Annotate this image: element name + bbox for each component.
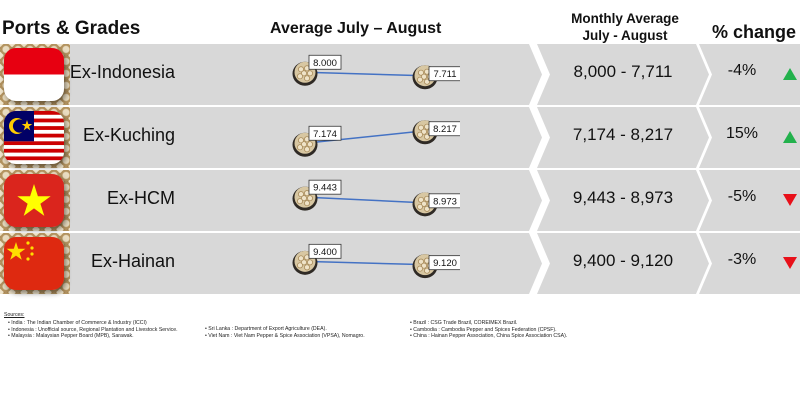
mini-line-chart: 8.000 7.711 (292, 54, 460, 90)
pct-change-value: 15% (725, 125, 759, 142)
series-line (304, 196, 426, 204)
table-row: Ex-Hainan 9,400 - 9,120 -3% 9.400 9.120 (0, 233, 800, 294)
data-label: 9.400 (308, 243, 342, 259)
data-label-text: 7.711 (433, 69, 456, 80)
monthly-range: 9,443 - 8,973 (572, 188, 674, 207)
vietnam-flag (4, 174, 64, 227)
pct-change-value: -5% (727, 188, 757, 205)
row-band-average (170, 233, 542, 294)
header-ports-grades: Ports & Grades (2, 18, 141, 39)
row-band-monthly (537, 44, 709, 105)
series-line (304, 260, 426, 266)
china-flag (4, 237, 64, 290)
data-label: 7.174 (308, 125, 342, 141)
data-label-text: 9.400 (313, 247, 337, 258)
source-item: Sri Lanka : Department of Export Agricul… (205, 326, 365, 333)
row-band-pct (699, 107, 800, 168)
row-band-average (170, 44, 542, 105)
sources-column-3: Brazil : CSG Trade Brazil, COREIMEX Braz… (410, 320, 567, 340)
source-item: Viet Nam : Viet Nam Pepper & Spice Assoc… (205, 333, 364, 340)
monthly-range: 9,400 - 9,120 (572, 251, 674, 270)
data-label: 8.973 (428, 193, 460, 209)
data-label: 9.120 (428, 255, 460, 271)
series-line (304, 71, 426, 77)
row-band-monthly (537, 233, 709, 294)
sources-column-1: India : The Indian Chamber of Commerce &… (8, 320, 178, 340)
data-label: 8.000 (308, 54, 342, 70)
triangle-up-icon (783, 131, 797, 143)
triangle-up-icon (783, 68, 797, 80)
pct-change-value: -4% (727, 62, 757, 79)
sources: Sources: (4, 312, 24, 319)
source-item: Indonesia : Unofficial source, Regional … (8, 327, 177, 334)
table-row: Ex-HCM 9,443 - 8,973 -5% 9.443 8.973 (0, 170, 800, 231)
header-pct-change: % change (712, 22, 797, 42)
sources-column-2: Sri Lanka : Department of Export Agricul… (205, 326, 365, 340)
port-label: Ex-HCM (107, 188, 175, 208)
data-label-text: 9.120 (433, 258, 457, 269)
data-label-text: 8.217 (433, 124, 457, 135)
source-item: India : The Indian Chamber of Commerce &… (8, 320, 178, 327)
header-average: Average July – August (270, 20, 442, 37)
source-item: Brazil : CSG Trade Brazil, COREIMEX Braz… (410, 320, 567, 327)
table-row: Ex-Kuching 7,174 - 8,217 15% 7.174 8.217 (0, 107, 800, 168)
data-label-text: 9.443 (313, 183, 337, 194)
mini-line-chart: 9.443 8.973 (292, 179, 460, 217)
port-label: Ex-Kuching (82, 125, 175, 145)
mini-line-chart: 9.400 9.120 (292, 243, 460, 279)
row-band-average (170, 170, 542, 231)
header-monthly-line2: July - August (582, 28, 668, 43)
triangle-down-icon (783, 257, 797, 269)
row-band-pct (699, 44, 800, 105)
data-label: 8.217 (428, 121, 460, 137)
source-item: Cambodia : Cambodia Pepper and Spices Fe… (410, 327, 567, 334)
pct-change-value: -3% (727, 251, 757, 268)
port-label: Ex-Hainan (90, 251, 175, 271)
data-label-text: 7.174 (313, 129, 337, 140)
series-line (304, 129, 426, 145)
source-item: Malaysia : Malaysian Pepper Board (MPB),… (8, 333, 178, 340)
table-row: Ex-Indonesia 8,000 - 7,711 -4% 8.000 7.711 (0, 44, 800, 105)
row-band-pct (699, 170, 800, 231)
source-item: China : Hainan Pepper Association, China… (410, 333, 567, 340)
malaysia-flag (4, 111, 64, 164)
mini-line-chart: 7.174 8.217 (292, 120, 460, 157)
triangle-down-icon (783, 194, 797, 206)
data-label-text: 8.973 (433, 196, 457, 207)
row-band-pct (699, 233, 800, 294)
header-monthly-average: Monthly Average July - August (550, 10, 700, 44)
indonesia-flag (4, 48, 64, 101)
data-label-text: 8.000 (313, 58, 337, 69)
data-label: 9.443 (308, 179, 342, 195)
row-band-monthly (537, 170, 709, 231)
data-label: 7.711 (428, 66, 460, 82)
row-band-monthly (537, 107, 709, 168)
port-label: Ex-Indonesia (69, 62, 175, 82)
monthly-range: 7,174 - 8,217 (572, 125, 674, 144)
sources-title: Sources: (4, 312, 25, 318)
monthly-range: 8,000 - 7,711 (573, 62, 673, 81)
header-monthly-line1: Monthly Average (571, 11, 679, 26)
